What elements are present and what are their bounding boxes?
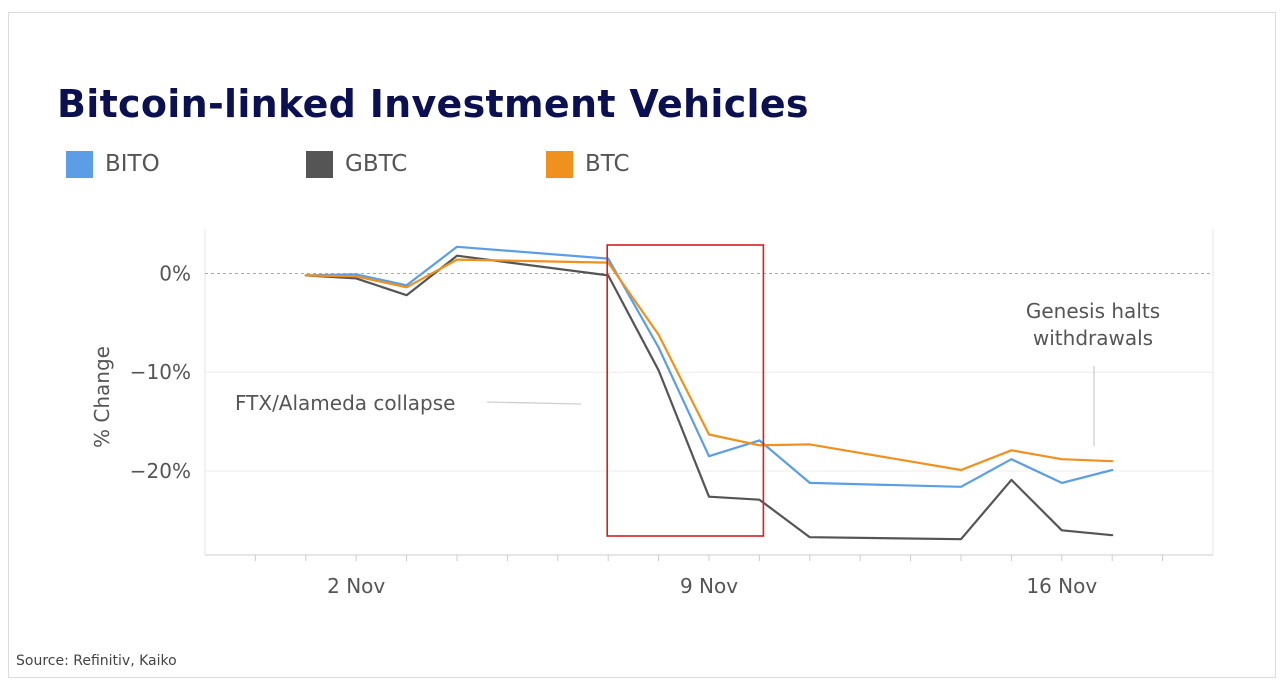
legend-swatch-btc [546, 150, 573, 178]
y-tick-label: −10% [130, 360, 191, 384]
legend-swatch-gbtc [306, 150, 333, 178]
annotation-ftx-collapse: FTX/Alameda collapse [235, 391, 455, 415]
legend-item-bito[interactable]: BITO [66, 150, 160, 178]
y-tick-label: 0% [159, 261, 191, 285]
highlight-box [606, 244, 765, 537]
y-tick-label: −20% [130, 459, 191, 483]
legend-swatch-bito [66, 150, 93, 178]
legend-label-bito: BITO [105, 151, 160, 177]
annotation-ftx-connector [486, 401, 582, 405]
y-axis-title: % Change [90, 346, 114, 448]
x-tick-label: 2 Nov [327, 574, 385, 598]
legend-label-gbtc: GBTC [345, 151, 408, 177]
legend-label-btc: BTC [585, 151, 630, 177]
x-tick-label: 9 Nov [680, 574, 738, 598]
annotation-genesis-line2: withdrawals [1033, 326, 1153, 350]
source-note: Source: Refinitiv, Kaiko [16, 653, 177, 669]
x-tick-label: 16 Nov [1026, 574, 1097, 598]
legend-item-btc[interactable]: BTC [546, 150, 630, 178]
legend-item-gbtc[interactable]: GBTC [306, 150, 407, 178]
series-line-btc [304, 258, 1114, 472]
annotation-genesis-line1: Genesis halts [1026, 299, 1160, 323]
series-line-gbtc [304, 254, 1114, 541]
series-line-bito [304, 245, 1114, 488]
chart-title: Bitcoin-linked Investment Vehicles [57, 82, 809, 126]
